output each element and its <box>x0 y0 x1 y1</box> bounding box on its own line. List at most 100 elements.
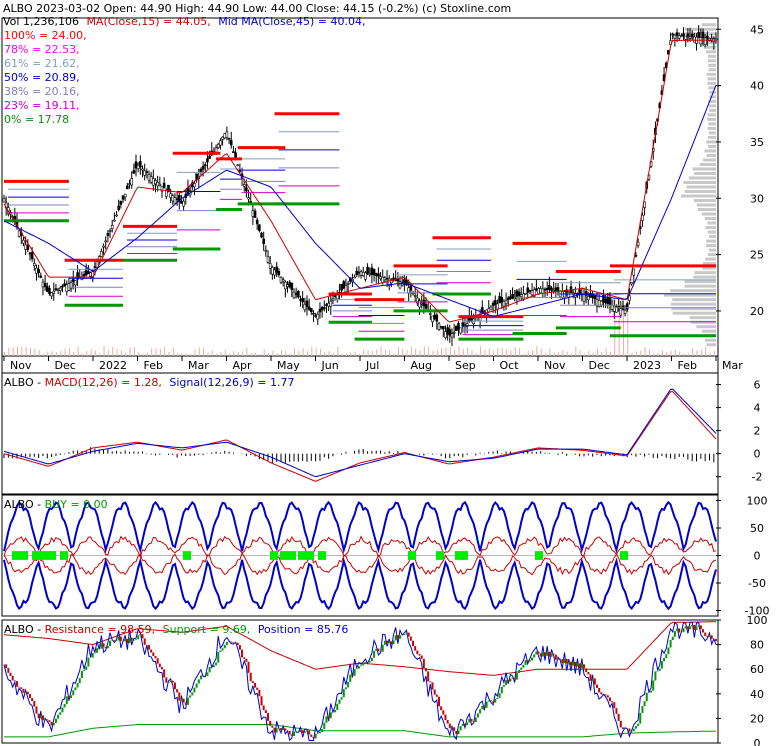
candle-body <box>450 333 454 338</box>
volume-profile-bar <box>693 199 716 203</box>
volume-bar <box>112 347 114 356</box>
candle-body <box>457 323 460 330</box>
candle-body <box>543 288 547 291</box>
volume-bar <box>229 353 231 356</box>
candle-body <box>245 187 248 192</box>
volume-bar <box>21 346 23 356</box>
volume-bar <box>259 353 261 356</box>
candle-body <box>284 281 287 290</box>
volume-bar <box>285 350 287 356</box>
volume-bar <box>181 353 183 356</box>
volume-bar <box>493 350 495 356</box>
candle-body <box>39 275 43 278</box>
candle-body <box>273 269 276 276</box>
volume-bar <box>68 348 70 356</box>
candle-body <box>156 182 159 187</box>
candle-body <box>636 241 640 246</box>
candle-body <box>329 300 333 307</box>
candle-body <box>288 281 291 288</box>
volume-bar <box>94 350 96 356</box>
candle-body <box>619 308 623 316</box>
volume-bar <box>107 350 109 356</box>
candle-body <box>513 296 517 300</box>
candle-body <box>325 304 328 306</box>
candle-body <box>136 164 140 170</box>
candle-body <box>314 315 317 317</box>
candle-body <box>104 240 108 243</box>
y-tick-label: 0 <box>754 550 761 563</box>
volume-profile-bar <box>684 280 716 284</box>
volume-bar <box>501 347 503 356</box>
volume-profile-bar <box>671 307 716 311</box>
x-tick-label: Oct <box>500 359 520 372</box>
x-tick-label: Nov <box>544 359 566 372</box>
candle-body <box>316 313 320 320</box>
volume-bar <box>657 352 659 356</box>
volume-bar <box>376 349 378 356</box>
volume-bar <box>146 352 148 356</box>
candle-body <box>260 232 263 238</box>
volume-bar <box>393 353 395 356</box>
volume-bar <box>29 348 31 356</box>
candle-body <box>634 255 638 257</box>
volume-bar <box>337 346 339 356</box>
candle-body <box>623 309 627 314</box>
volume-bar <box>64 348 66 356</box>
volume-profile-bar <box>707 77 716 81</box>
candle-body <box>461 322 465 327</box>
volume-bar <box>198 347 200 356</box>
volume-bar <box>306 351 308 356</box>
candle-body <box>61 285 64 288</box>
candle-body <box>517 291 521 296</box>
volume-profile-bar <box>706 343 716 347</box>
volume-profile-bar <box>705 226 716 230</box>
candle-body <box>152 178 155 186</box>
volume-profile-bar <box>707 253 716 257</box>
candle-body <box>162 182 166 189</box>
candle-body <box>145 171 149 174</box>
candle-body <box>139 161 142 168</box>
candle-body <box>87 271 90 275</box>
candle-body <box>108 230 112 232</box>
volume-bar <box>579 349 581 356</box>
candle-body <box>364 272 367 280</box>
volume-bar <box>298 350 300 356</box>
candle-body <box>143 170 146 176</box>
candle-body <box>686 33 690 37</box>
volume-profile-bar <box>701 23 716 27</box>
candle-body <box>171 195 175 202</box>
res-title-prefix: ALBO - <box>4 623 45 636</box>
candle-body <box>548 285 551 291</box>
volume-bar <box>571 353 573 356</box>
volume-bar <box>458 346 460 356</box>
candle-body <box>407 287 410 294</box>
candle-body <box>684 35 688 40</box>
volume-profile-bar <box>672 311 716 315</box>
volume-profile-bar <box>692 167 716 171</box>
candle-body <box>431 315 434 323</box>
candle-body <box>310 308 313 313</box>
ma45-label: Mid MA(Close,45) = 40.04, <box>218 15 365 28</box>
candle-body <box>141 168 144 171</box>
candle-body <box>359 271 363 276</box>
candle-body <box>22 239 25 244</box>
volume-bar <box>622 300 624 356</box>
candle-body <box>480 307 484 314</box>
volume-bar <box>419 350 421 356</box>
candle-body <box>110 225 114 229</box>
y-tick-label: 50 <box>750 522 764 535</box>
candle-body <box>130 178 133 186</box>
candle-body <box>515 290 519 297</box>
volume-bar <box>159 348 161 356</box>
volume-bar <box>700 349 702 356</box>
candle-body <box>312 312 315 315</box>
y-tick-label: -100 <box>745 605 770 618</box>
volume-bar <box>661 350 663 356</box>
candle-body <box>89 272 92 277</box>
candle-body <box>128 183 131 185</box>
candle-body <box>604 299 607 304</box>
volume-bar <box>332 353 334 356</box>
x-tick-label: Apr <box>233 359 253 372</box>
volume-profile-bar <box>707 135 716 139</box>
